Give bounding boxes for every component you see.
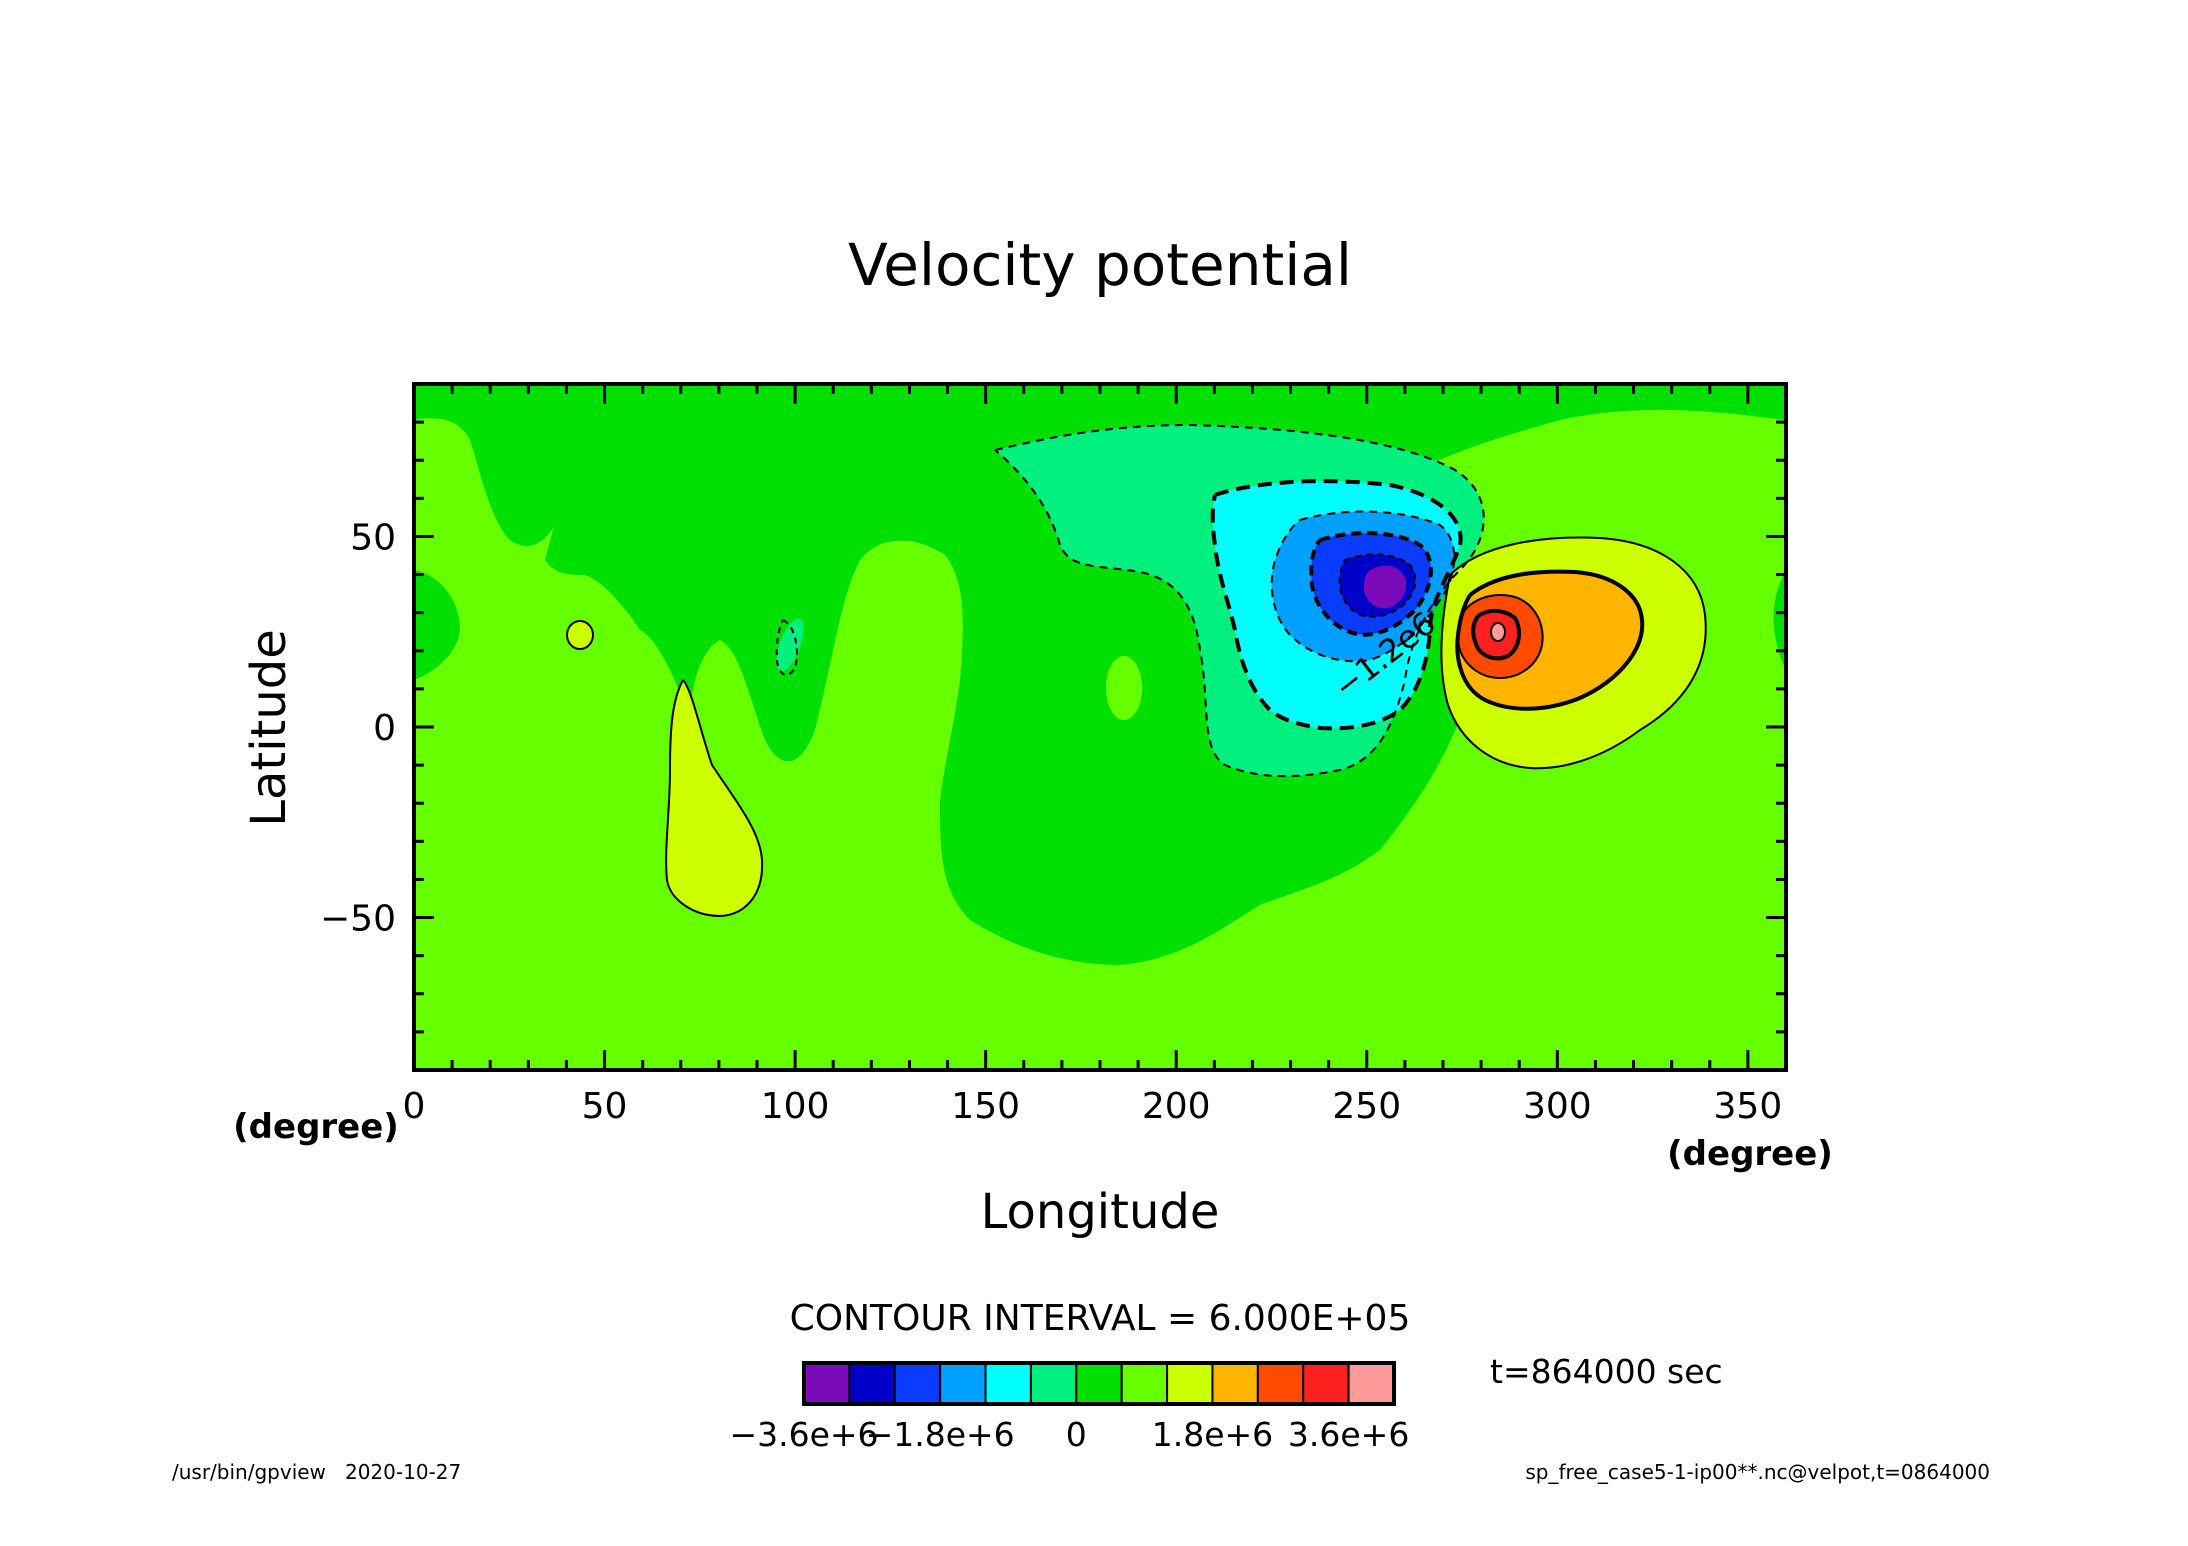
colorbar-swatch <box>1166 1362 1214 1405</box>
colorbar-swatch <box>1347 1362 1395 1405</box>
x-axis-ticks <box>412 384 1788 1070</box>
field-region-green-left <box>414 570 460 680</box>
contour-pos-12e5 <box>1455 569 1645 711</box>
footer-left: /usr/bin/gpview 2020-10-27 <box>172 1460 461 1484</box>
colorbar-swatch <box>803 1362 851 1405</box>
field-region-green-band <box>545 403 1474 965</box>
field-region-green-spot <box>1106 656 1142 720</box>
x-axis-title: Longitude <box>981 1184 1220 1240</box>
x-tick-label: 50 <box>582 1086 628 1127</box>
colorbar-frame <box>802 1361 1396 1406</box>
contour-neg-24e5 <box>1309 531 1433 637</box>
colorbar-tick-label: −1.8e+6 <box>866 1415 1015 1454</box>
colorbar-swatch <box>1211 1362 1259 1405</box>
x-axis-unit: (degree) <box>1667 1134 1833 1174</box>
colorbar <box>802 1361 1396 1406</box>
colorbar-swatch <box>1120 1362 1169 1405</box>
chart-title: Velocity potential <box>848 231 1352 299</box>
contour-neg-12e5 <box>1210 479 1463 731</box>
y-axis-title: Latitude <box>241 629 297 827</box>
y-axis-unit: (degree) <box>233 1107 399 1147</box>
colorbar-swatch <box>1302 1362 1350 1405</box>
colorbar-swatch <box>939 1362 987 1405</box>
x-axis-tick-labels: 0 50 100 150 200 250 300 350 <box>403 1086 1783 1127</box>
colorbar-swatch <box>893 1362 942 1405</box>
colorbar-tick-label: −3.6e+6 <box>729 1415 878 1454</box>
colorbar-swatch <box>848 1362 896 1405</box>
colorbar-swatch <box>1029 1362 1078 1405</box>
y-axis-tick-labels: −50 0 50 <box>320 517 396 939</box>
colorbar-tick-labels: −3.6e+6−1.8e+6 0 1.8e+6 3.6e+6 <box>729 1415 1409 1454</box>
x-tick-label: 300 <box>1523 1086 1592 1127</box>
colorbar-swatch <box>1075 1362 1123 1405</box>
contour-interval-label: CONTOUR INTERVAL = 6.000E+05 <box>790 1298 1411 1339</box>
colorbar-swatch <box>984 1362 1032 1405</box>
colorbar-tick-label: 3.6e+6 <box>1288 1415 1409 1454</box>
contour-pos-6e5 <box>1440 536 1707 770</box>
field-region-green-right <box>1773 570 1786 670</box>
contour-pos-30e5 <box>1490 622 1506 642</box>
contour-pos-tongue <box>665 679 764 918</box>
field-region-pink <box>1491 623 1505 641</box>
contour-pos-24e5 <box>1471 609 1522 661</box>
time-label: t=864000 sec <box>1490 1352 1723 1391</box>
contour-pos-18e5 <box>1456 594 1544 680</box>
y-axis-ticks <box>414 382 1786 1072</box>
contour-lines <box>566 423 1707 918</box>
y-tick-label: 50 <box>350 517 396 558</box>
colorbar-swatch <box>1256 1362 1305 1405</box>
x-tick-label: 150 <box>951 1086 1020 1127</box>
contour-spring-small <box>775 619 798 676</box>
x-tick-label: 350 <box>1714 1086 1783 1127</box>
colorbar-tick-label: 0 <box>1066 1415 1087 1454</box>
y-tick-label: 0 <box>373 708 396 749</box>
contour-pos-spot <box>566 620 594 650</box>
x-tick-label: 250 <box>1332 1086 1401 1127</box>
footer-right: sp_free_case5-1-ip00**.nc@velpot,t=08640… <box>1525 1460 1990 1484</box>
field-region-yellow-spot <box>567 621 593 649</box>
x-tick-label: 200 <box>1142 1086 1211 1127</box>
contour-neg-6e5 <box>994 423 1485 778</box>
contour-field: −1.2e6 <box>414 384 1786 1070</box>
x-tick-label: 100 <box>761 1086 830 1127</box>
field-region-yellow-tongue <box>666 680 763 916</box>
field-region-spring-small <box>776 618 804 672</box>
y-tick-label: −50 <box>320 899 396 940</box>
contour-neg-30e5 <box>1338 553 1417 618</box>
field-region-purple <box>1364 565 1407 609</box>
contour-neg-18e5 <box>1270 510 1456 663</box>
x-tick-label: 0 <box>403 1086 426 1127</box>
colorbar-tick-label: 1.8e+6 <box>1152 1415 1273 1454</box>
